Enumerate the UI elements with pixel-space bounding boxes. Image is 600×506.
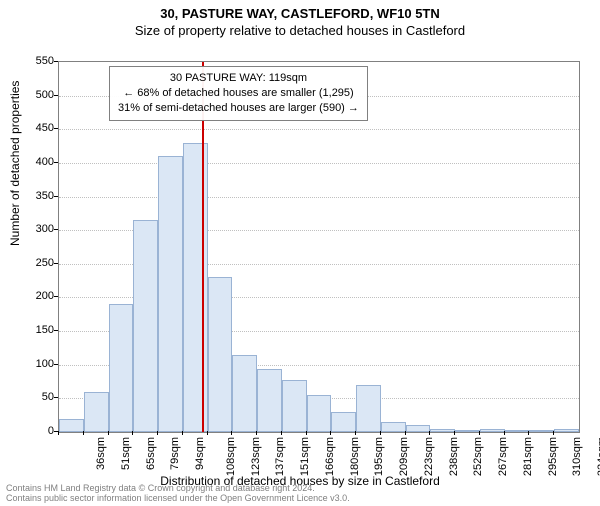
y-tick-label: 500: [24, 89, 54, 101]
histogram-bar: [307, 395, 332, 432]
y-tick-label: 150: [24, 324, 54, 336]
x-tick-label: 166sqm: [324, 437, 336, 476]
histogram-bar: [480, 429, 505, 432]
x-tick-label: 195sqm: [374, 437, 386, 476]
histogram-bar: [232, 355, 257, 432]
histogram-bar: [59, 419, 84, 432]
x-tick-label: 252sqm: [473, 437, 485, 476]
y-tick-label: 0: [24, 425, 54, 437]
histogram-bar: [430, 429, 455, 432]
y-axis-label: Number of detached properties: [8, 81, 22, 246]
x-tick-label: 180sqm: [349, 437, 361, 476]
histogram-bar: [356, 385, 381, 432]
histogram-bar: [183, 143, 208, 432]
y-tick-label: 550: [24, 55, 54, 67]
reference-info-box: 30 PASTURE WAY: 119sqm ← 68% of detached…: [109, 66, 368, 121]
x-tick-label: 324sqm: [596, 437, 600, 476]
histogram-bar: [133, 220, 158, 432]
histogram-bar: [554, 429, 579, 432]
x-tick-label: 151sqm: [299, 437, 311, 476]
histogram-bar: [406, 425, 431, 432]
x-tick-label: 65sqm: [145, 437, 157, 470]
x-tick-label: 281sqm: [522, 437, 534, 476]
histogram-bar: [505, 430, 530, 432]
y-tick-label: 250: [24, 257, 54, 269]
info-line-larger: 31% of semi-detached houses are larger (…: [118, 101, 359, 116]
y-tick-label: 200: [24, 290, 54, 302]
y-tick-label: 300: [24, 223, 54, 235]
histogram-bar: [529, 430, 554, 432]
x-tick-label: 267sqm: [497, 437, 509, 476]
histogram-bar: [84, 392, 109, 432]
x-tick-label: 137sqm: [274, 437, 286, 476]
histogram-bar: [331, 412, 356, 432]
histogram-bar: [158, 156, 183, 432]
copyright-footer: Contains HM Land Registry data © Crown c…: [6, 484, 594, 504]
histogram-bar: [208, 277, 233, 432]
y-tick-label: 350: [24, 190, 54, 202]
info-line-value: 30 PASTURE WAY: 119sqm: [118, 71, 359, 86]
histogram-plot: 30 PASTURE WAY: 119sqm ← 68% of detached…: [58, 61, 580, 433]
x-tick-label: 51sqm: [120, 437, 132, 470]
histogram-bar: [109, 304, 134, 432]
x-tick-label: 310sqm: [572, 437, 584, 476]
x-tick-label: 295sqm: [547, 437, 559, 476]
address-title: 30, PASTURE WAY, CASTLEFORD, WF10 5TN: [0, 6, 600, 21]
x-tick-label: 108sqm: [225, 437, 237, 476]
x-tick-label: 79sqm: [169, 437, 181, 470]
x-tick-label: 223sqm: [423, 437, 435, 476]
histogram-bar: [381, 422, 406, 432]
histogram-bar: [455, 430, 480, 432]
y-tick-label: 400: [24, 156, 54, 168]
x-tick-label: 123sqm: [250, 437, 262, 476]
x-tick-label: 238sqm: [448, 437, 460, 476]
chart-subtitle: Size of property relative to detached ho…: [0, 23, 600, 38]
x-tick-label: 36sqm: [95, 437, 107, 470]
y-tick-label: 100: [24, 358, 54, 370]
info-line-smaller: ← 68% of detached houses are smaller (1,…: [118, 86, 359, 101]
histogram-bar: [257, 369, 282, 432]
x-tick-label: 209sqm: [398, 437, 410, 476]
histogram-bar: [282, 380, 307, 432]
y-tick-label: 450: [24, 122, 54, 134]
y-tick-label: 50: [24, 391, 54, 403]
x-tick-label: 94sqm: [194, 437, 206, 470]
